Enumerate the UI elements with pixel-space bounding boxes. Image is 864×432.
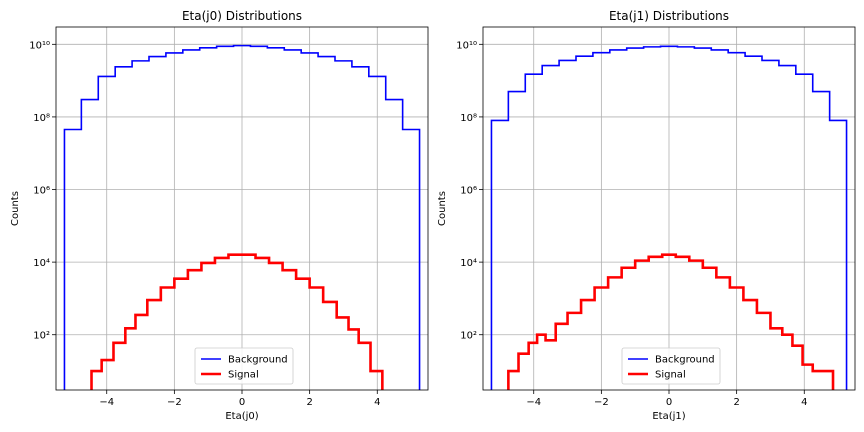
x-tick-label: 4	[374, 397, 380, 408]
series-line-background	[490, 45, 848, 390]
y-tick-label: 10⁸	[460, 113, 477, 124]
x-tick-label: 2	[306, 397, 312, 408]
x-tick-label: 0	[239, 397, 245, 408]
legend-label-signal: Signal	[655, 370, 686, 381]
y-tick-label: 10⁴	[33, 258, 50, 269]
y-tick-label: 10⁶	[460, 186, 477, 197]
y-tick-label: 10¹⁰	[456, 40, 477, 51]
x-tick-label: −2	[594, 397, 609, 408]
y-tick-label: 10⁴	[460, 258, 477, 269]
x-tick-label: −4	[99, 397, 114, 408]
series-line-signal	[90, 253, 384, 390]
y-tick-label: 10⁸	[33, 113, 50, 124]
legend-label-background: Background	[228, 355, 288, 366]
chart-title: Eta(j0) Distributions	[182, 9, 302, 23]
y-tick-label: 10⁶	[33, 186, 50, 197]
x-axis-label: Eta(j0)	[225, 411, 258, 422]
chart-panel-0: −4 −2 0 2 4 10² 10⁴ 10⁶ 10⁸ 10¹⁰ Eta(j0) Distribut…	[10, 9, 429, 422]
chart-title: Eta(j1) Distributions	[609, 9, 729, 23]
x-tick-label: −2	[167, 397, 182, 408]
y-axis-label: Counts	[10, 191, 21, 226]
x-tick-label: 2	[733, 397, 739, 408]
chart-panel-1: −4 −2 0 2 4 10² 10⁴ 10⁶ 10⁸ 10¹⁰ Eta(j1) Distribut…	[437, 9, 856, 422]
legend-label-signal: Signal	[228, 370, 259, 381]
y-tick-label: 10²	[33, 331, 50, 342]
series-line-signal	[507, 253, 835, 390]
y-axis-label: Counts	[437, 191, 448, 226]
x-tick-label: 4	[801, 397, 807, 408]
legend: Background Signal	[621, 347, 721, 385]
series-line-background	[63, 44, 421, 390]
legend-label-background: Background	[655, 355, 715, 366]
x-axis-label: Eta(j1)	[652, 411, 685, 422]
legend: Background Signal	[194, 347, 294, 385]
x-tick-label: −4	[526, 397, 541, 408]
y-tick-label: 10²	[460, 331, 477, 342]
gridlines	[56, 27, 428, 390]
y-tick-label: 10¹⁰	[29, 40, 50, 51]
x-tick-label: 0	[666, 397, 672, 408]
